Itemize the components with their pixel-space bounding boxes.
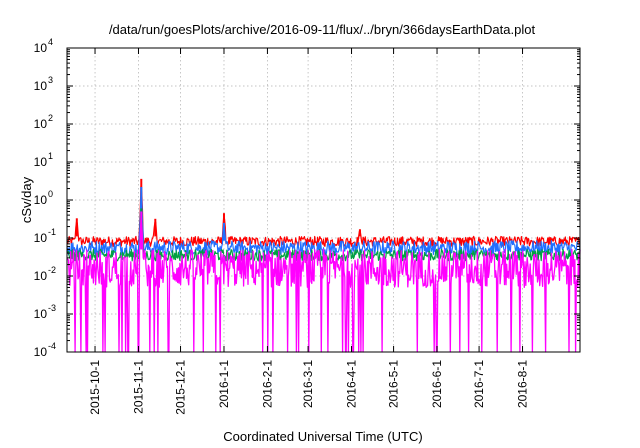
y-tick-exponent: -4 xyxy=(48,341,56,351)
y-tick-label: 10 xyxy=(34,269,48,283)
y-tick-exponent: 1 xyxy=(48,151,53,161)
grid xyxy=(67,48,580,352)
y-tick-exponent: 3 xyxy=(48,75,53,85)
x-tick-label: 2016-6-1 xyxy=(430,360,444,408)
y-tick-label: 10 xyxy=(34,79,48,93)
x-tick-label: 2016-3-1 xyxy=(301,360,315,408)
plot-area xyxy=(66,178,581,353)
y-tick-exponent: 0 xyxy=(48,189,53,199)
x-tick-label: 2015-10-1 xyxy=(88,360,102,415)
x-tick-label: 2016-8-1 xyxy=(516,360,530,408)
y-axis-label: cSv/day xyxy=(19,176,34,223)
x-tick-label: 2016-7-1 xyxy=(472,360,486,408)
y-tick-label: 10 xyxy=(34,231,48,245)
y-tick-label: 10 xyxy=(34,307,48,321)
x-tick-label: 2016-5-1 xyxy=(387,360,401,408)
x-axis: 2015-10-1 2015-11-1 2015-12-1 2016-1-1 2016-… xyxy=(88,48,530,415)
series-line xyxy=(66,194,581,256)
y-tick-label: 10 xyxy=(34,345,48,359)
y-tick-exponent: 2 xyxy=(48,113,53,123)
series-line xyxy=(66,185,581,247)
chart-title: /data/run/goesPlots/archive/2016-09-11/f… xyxy=(109,22,536,37)
x-axis-label: Coordinated Universal Time (UTC) xyxy=(223,429,422,444)
series-line xyxy=(66,219,581,353)
y-tick-label: 10 xyxy=(34,117,48,131)
x-tick-label: 2016-2-1 xyxy=(260,360,274,408)
x-tick-label: 2016-4-1 xyxy=(345,360,359,408)
x-tick-label: 2016-1-1 xyxy=(217,360,231,408)
y-tick-exponent: -1 xyxy=(48,227,56,237)
y-tick-exponent: -3 xyxy=(48,303,56,313)
x-tick-label: 2015-12-1 xyxy=(174,360,188,415)
y-tick-label: 10 xyxy=(34,155,48,169)
y-tick-exponent: -2 xyxy=(48,265,56,275)
y-tick-label: 10 xyxy=(34,41,48,55)
x-tick-label: 2015-11-1 xyxy=(131,360,145,414)
y-tick-exponent: 4 xyxy=(48,37,53,47)
y-tick-label: 10 xyxy=(34,193,48,207)
